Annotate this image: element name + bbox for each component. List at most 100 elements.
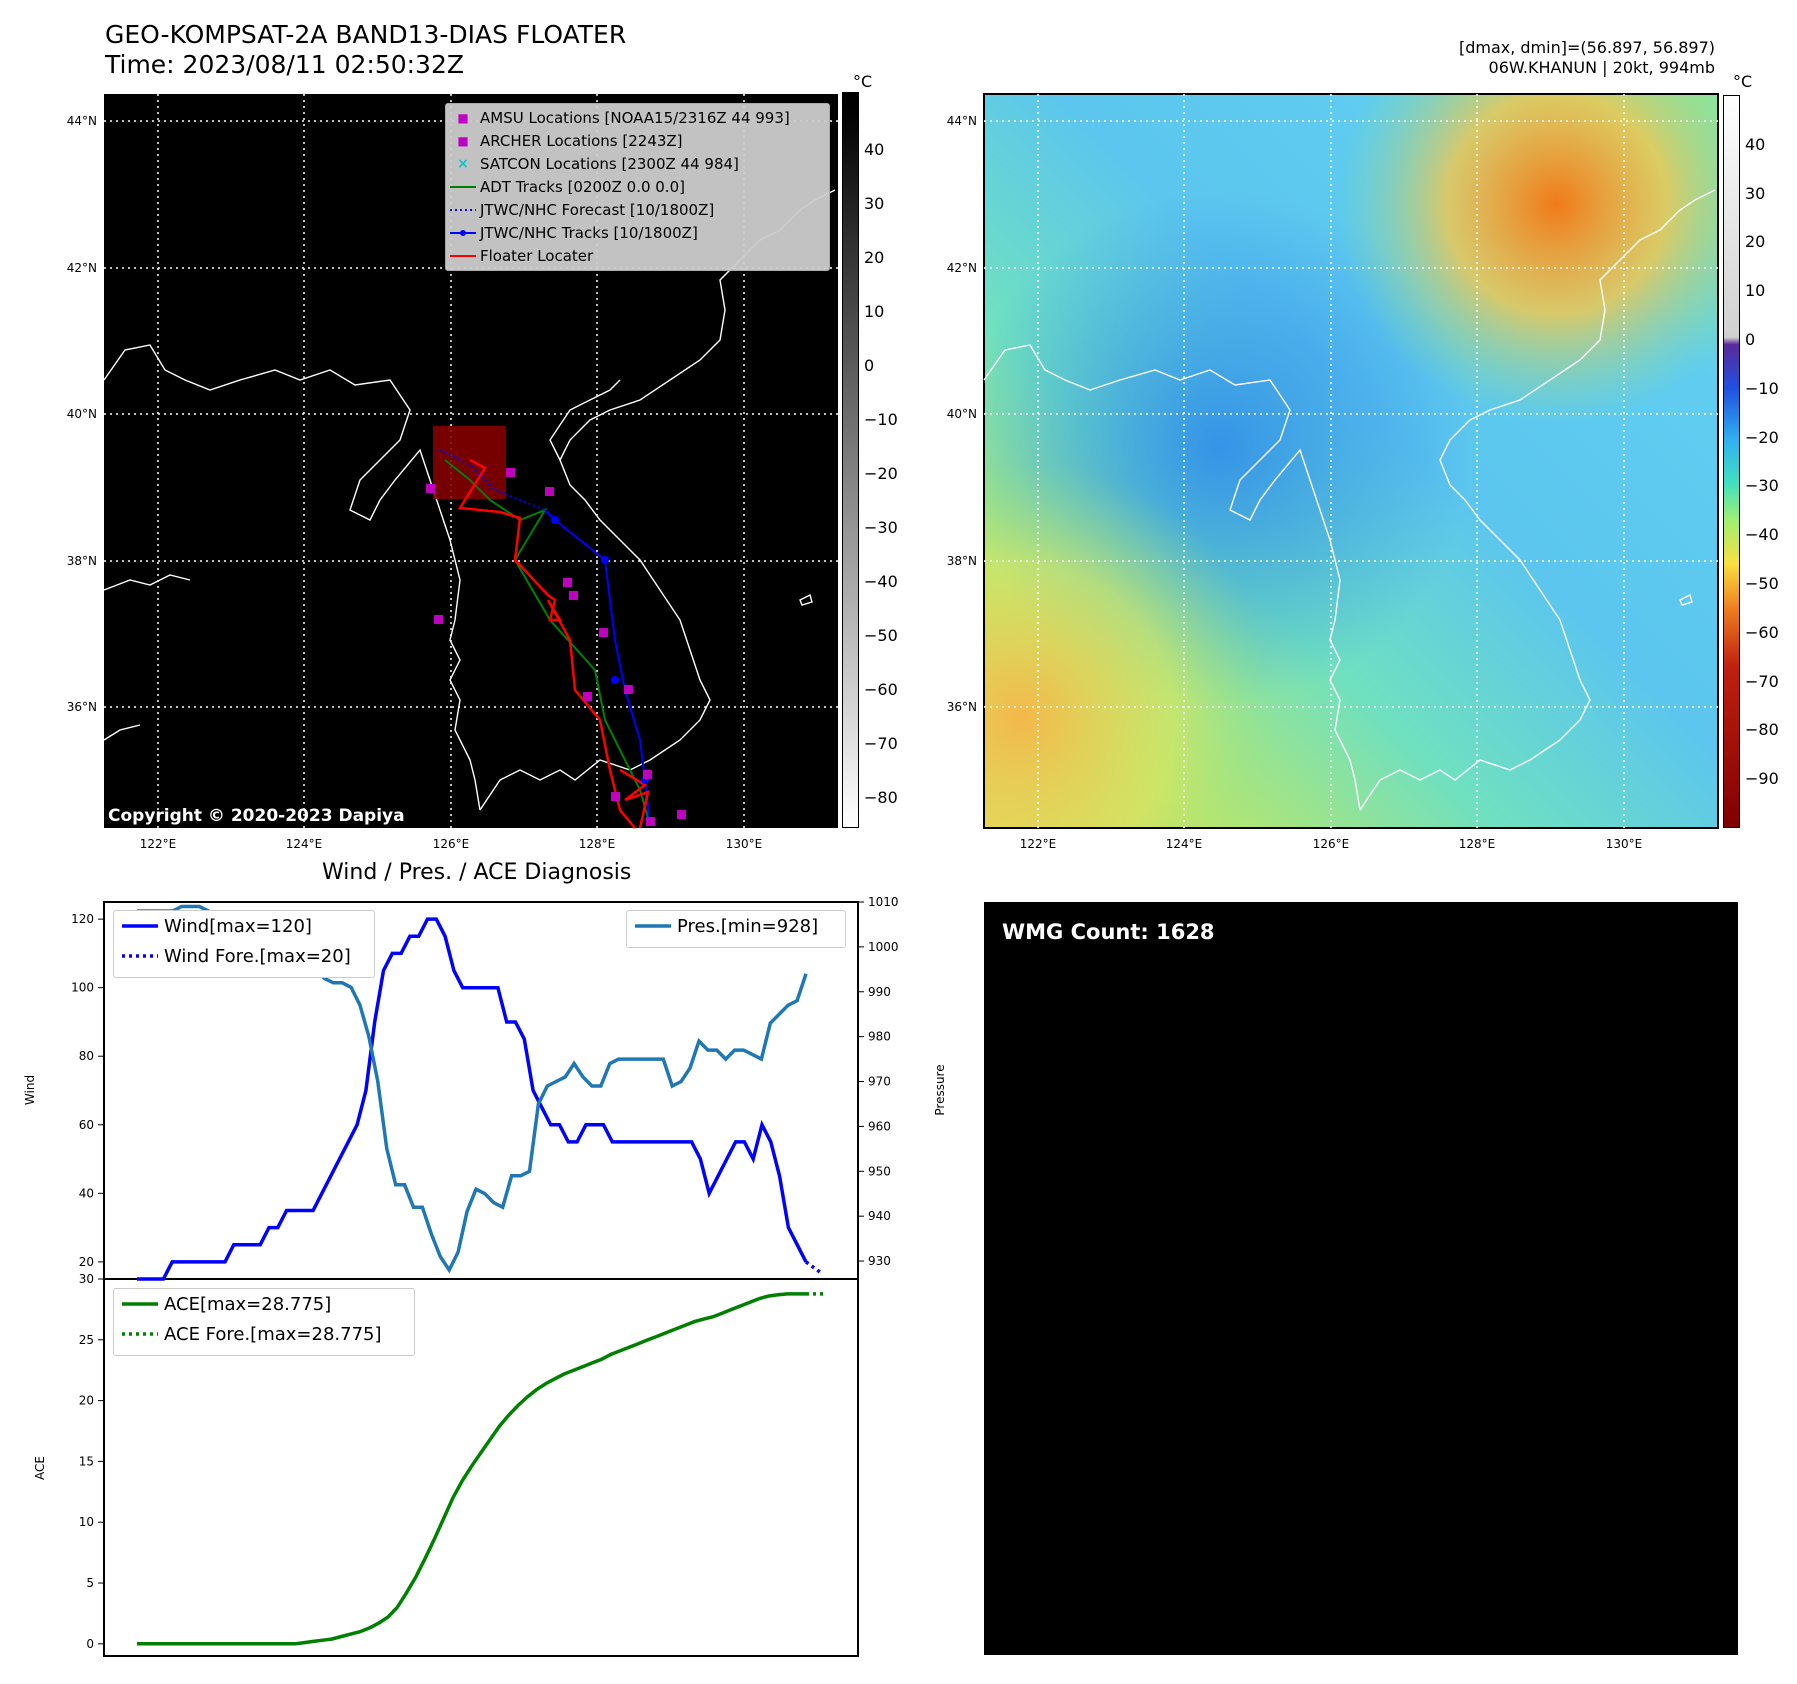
ace-axes: [103, 1278, 859, 1657]
axis-tick-label: 990: [868, 985, 891, 999]
wind-forecast-line: [804, 1260, 822, 1274]
title-line1: GEO-KOMPSAT-2A BAND13-DIAS FLOATER: [105, 20, 627, 49]
copyright-text: Copyright © 2020-2023 Dapiya: [108, 806, 405, 826]
right-cb-tick: −80: [1745, 720, 1779, 739]
left-lon-124: 124°E: [286, 837, 323, 851]
legend-ace-label: ACE[max=28.775]: [164, 1293, 332, 1315]
right-lat-38: 38°N: [947, 554, 977, 568]
right-map-warm-sw: [984, 94, 1718, 828]
right-colorbar-unit: °C: [1733, 72, 1753, 91]
left-cb-tick: 30: [864, 194, 885, 213]
wmg-panel: WMG Count: 1628: [984, 902, 1738, 1655]
legend-dotted-line-icon: [450, 208, 476, 211]
axis-tick-label: 980: [868, 1030, 891, 1044]
axis-tick-label: 5: [86, 1576, 94, 1590]
right-cb-tick: −50: [1745, 574, 1779, 593]
legend-ace: ACE[max=28.775]: [114, 1289, 414, 1319]
legend-wind: Wind[max=120]: [114, 911, 374, 941]
axis-tick-label: 1010: [868, 895, 899, 909]
legend-dotted-line-icon: [122, 954, 158, 958]
pressure-axis-ticks: 930 940 950 960 970 980 990 1000 1010: [858, 895, 899, 1268]
right-cb-tick: −30: [1745, 476, 1779, 495]
axis-tick-label: 60: [79, 1118, 94, 1132]
legend-adt-label: ADT Tracks [0200Z 0.0 0.0]: [480, 177, 685, 196]
legend-floater-label: Floater Locater: [480, 246, 594, 265]
left-lon-122: 122°E: [140, 837, 177, 851]
right-lat-36: 36°N: [947, 700, 977, 714]
legend-wind-label: Wind[max=120]: [164, 915, 312, 937]
right-cb-tick: 20: [1745, 232, 1766, 251]
right-map: 44°N 42°N 40°N 38°N 36°N 122°E 124°E 126…: [947, 93, 1719, 851]
right-lat-44: 44°N: [947, 114, 977, 128]
dmax-dmin-text: [dmax, dmin]=(56.897, 56.897): [1458, 38, 1715, 57]
right-map-frame: [983, 93, 1719, 829]
legend-line-icon: [450, 185, 476, 188]
right-cb-tick: 0: [1745, 330, 1756, 349]
right-colorbar: [1723, 95, 1740, 828]
amsu-archer-markers: [426, 468, 686, 826]
ace-series-line: [137, 1292, 806, 1646]
legend-amsu: ■ AMSU Locations [NOAA15/2316Z 44 993]: [446, 106, 829, 129]
axis-tick-label: 940: [868, 1209, 891, 1223]
storm-info-text: 06W.KHANUN | 20kt, 994mb: [1488, 58, 1715, 77]
legend-square-icon: ■: [457, 110, 469, 125]
right-header: [dmax, dmin]=(56.897, 56.897) 06W.KHANUN…: [1459, 38, 1715, 78]
legend-jtwc-forecast-label: JTWC/NHC Forecast [10/1800Z]: [480, 200, 715, 219]
legend-amsu-label: AMSU Locations [NOAA15/2316Z 44 993]: [480, 108, 790, 127]
left-lat-40: 40°N: [67, 407, 97, 421]
pressure-legend: Pres.[min=928]: [626, 910, 846, 948]
legend-archer-label: ARCHER Locations [2243Z]: [480, 131, 683, 150]
floater-locater-track: [457, 458, 636, 829]
wind-axis-ticks: 20 40 60 80 100 120: [71, 912, 104, 1269]
legend-pressure: Pres.[min=928]: [627, 911, 845, 941]
left-cb-tick: −60: [864, 680, 898, 699]
left-lon-128: 128°E: [579, 837, 616, 851]
left-cb-tick: −70: [864, 734, 898, 753]
axis-tick-label: 120: [71, 912, 94, 926]
left-cb-tick: 40: [864, 140, 885, 159]
axis-tick-label: 1000: [868, 940, 899, 954]
left-colorbar-unit: °C: [853, 72, 873, 91]
left-lat-42: 42°N: [67, 261, 97, 275]
left-lat-44: 44°N: [67, 114, 97, 128]
legend-jtwc-forecast: JTWC/NHC Forecast [10/1800Z]: [446, 198, 829, 221]
right-map-gridlines: [984, 94, 1718, 828]
right-cb-tick: 40: [1745, 135, 1766, 154]
axis-tick-label: 950: [868, 1164, 891, 1178]
right-lat-42: 42°N: [947, 261, 977, 275]
right-lon-128: 128°E: [1459, 837, 1496, 851]
legend-x-icon: ×: [457, 155, 469, 172]
right-cb-tick: 30: [1745, 184, 1766, 203]
legend-adt: ADT Tracks [0200Z 0.0 0.0]: [446, 175, 829, 198]
right-cb-tick: 10: [1745, 281, 1766, 300]
title-line2: Time: 2023/08/11 02:50:32Z: [105, 50, 464, 79]
legend-wind-fore: Wind Fore.[max=20]: [114, 941, 374, 971]
right-cb-tick: −40: [1745, 525, 1779, 544]
legend-line-dot-icon: [450, 229, 476, 236]
right-lon-130: 130°E: [1606, 837, 1643, 851]
legend-square-icon: ■: [457, 133, 469, 148]
left-cb-tick: −30: [864, 518, 898, 537]
wind-legend: Wind[max=120] Wind Fore.[max=20]: [113, 910, 375, 978]
axis-tick-label: 20: [79, 1255, 94, 1269]
left-lat-36: 36°N: [67, 700, 97, 714]
right-cb-tick: −70: [1745, 672, 1779, 691]
legend-jtwc-tracks-label: JTWC/NHC Tracks [10/1800Z]: [480, 223, 698, 242]
left-cb-tick: −50: [864, 626, 898, 645]
axis-tick-label: 10: [79, 1515, 94, 1529]
left-cb-tick: −20: [864, 464, 898, 483]
axis-tick-label: 960: [868, 1119, 891, 1133]
axis-tick-label: 40: [79, 1186, 94, 1200]
floater-box: [433, 426, 506, 499]
right-cb-tick: −60: [1745, 623, 1779, 642]
right-cb-tick: −20: [1745, 428, 1779, 447]
left-cb-tick: 0: [864, 356, 875, 375]
ace-legend: ACE[max=28.775] ACE Fore.[max=28.775]: [113, 1288, 415, 1356]
axis-tick-label: 15: [79, 1454, 94, 1468]
legend-ace-fore: ACE Fore.[max=28.775]: [114, 1319, 414, 1349]
floater-locater-track-2: [619, 768, 650, 829]
ace-axis-ticks: 0 5 10 15 20 25 30: [79, 1272, 104, 1651]
axis-tick-label: 0: [86, 1637, 94, 1651]
left-cb-tick: 20: [864, 248, 885, 267]
